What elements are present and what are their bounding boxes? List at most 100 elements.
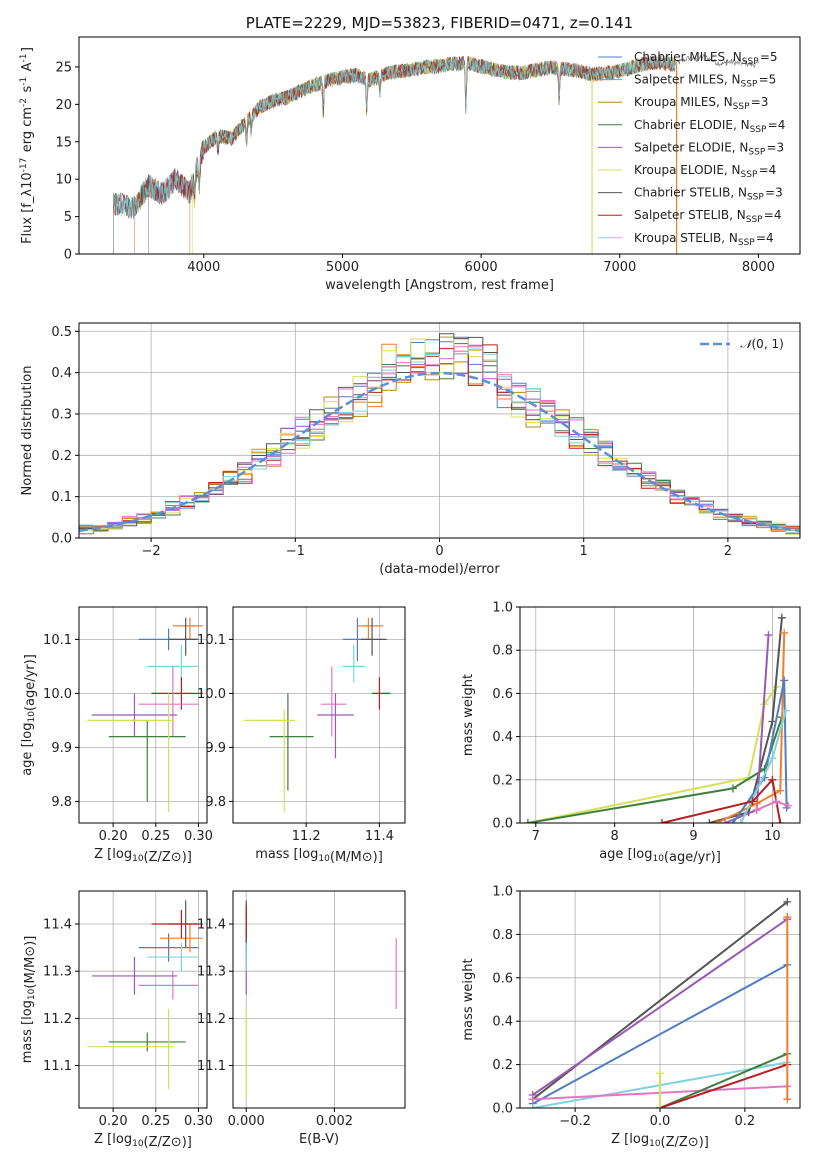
histogram-series xyxy=(79,338,800,535)
plot-area xyxy=(79,333,800,535)
chart-title: PLATE=2229, MJD=53823, FIBERID=0471, z=0… xyxy=(246,14,633,32)
x-axis-label: age [log10(age/yr)] xyxy=(599,847,721,865)
observed-spectrum xyxy=(674,53,759,69)
weight-marker xyxy=(656,1104,664,1108)
x-tick-label: 11.4 xyxy=(365,829,394,844)
weight-line xyxy=(527,686,778,823)
weight-marker xyxy=(781,706,790,715)
plot-area xyxy=(113,53,759,254)
weight-marker xyxy=(783,913,792,922)
legend-entry: Kroupa STELIB, NSSP =4 xyxy=(634,231,774,248)
spectrum-series xyxy=(192,55,676,254)
spectrum-series xyxy=(113,55,676,254)
weight-marker xyxy=(764,631,773,640)
x-tick-label: 0.30 xyxy=(184,1114,213,1129)
weight-line xyxy=(716,632,786,823)
weight-line xyxy=(527,716,783,823)
x-tick-label: 0.000 xyxy=(228,1114,265,1129)
legend-entry: Kroupa MILES, NSSP =3 xyxy=(634,95,768,112)
weight-vs-z-panel: −0.2 0.0 0.2 0.0 0.2 0.4 0.6 0.8 1.0 Z [log10(Z/Z… xyxy=(461,885,801,1150)
weight-line xyxy=(709,617,783,823)
y-tick-label: 9.8 xyxy=(51,795,72,810)
spectrum-series xyxy=(113,55,676,254)
weight-marker xyxy=(721,819,730,823)
weight-marker xyxy=(752,806,761,815)
x-tick-label: −1 xyxy=(286,544,305,559)
x-tick-label: 0 xyxy=(435,544,443,559)
weight-marker xyxy=(705,819,714,823)
y-tick-label: 9.8 xyxy=(205,795,226,810)
legend-entry: Chabrier MILES, NSSP =5 xyxy=(634,50,778,67)
x-tick-label: 0.20 xyxy=(99,829,128,844)
y-axis-label: age [log10(age/yr)] xyxy=(20,654,38,776)
x-tick-label: 8000 xyxy=(742,260,775,275)
y-axis-label: mass weight xyxy=(461,674,476,756)
y-tick-label: 1.0 xyxy=(492,885,513,900)
y-tick-label: 0.3 xyxy=(51,407,72,422)
weight-marker xyxy=(777,613,786,622)
legend-entry: Salpeter MILES, NSSP =5 xyxy=(634,73,776,90)
weight-marker xyxy=(523,819,532,823)
x-tick-label: 0.25 xyxy=(141,829,170,844)
y-tick-label: 1.0 xyxy=(492,601,513,616)
y-tick-label: 0.2 xyxy=(492,773,513,788)
y-tick-label: 11.3 xyxy=(197,965,226,980)
spectrum-series xyxy=(113,54,676,254)
weight-marker xyxy=(783,897,792,906)
legend: 𝒩(0, 1) xyxy=(700,337,784,351)
y-tick-label: 11.2 xyxy=(43,1012,72,1027)
residual-panel: −2 −1 0 1 2 0.0 0.1 0.2 0.3 0.4 0.5 (data-model)/er… xyxy=(20,322,801,577)
x-tick-label: 0.2 xyxy=(735,1114,756,1129)
x-axis-label: Z [log10(Z/Z⊙)] xyxy=(611,1132,709,1150)
y-tick-label: 0.4 xyxy=(51,366,72,381)
y-tick-label: 0.0 xyxy=(51,532,72,547)
x-tick-label: 10 xyxy=(764,829,781,844)
weight-vs-age-panel: 7 8 9 10 0.0 0.2 0.4 0.6 0.8 1.0 age [log10(age/yr… xyxy=(461,601,801,865)
x-tick-label: 0.20 xyxy=(99,1114,128,1129)
y-tick-label: 11.4 xyxy=(197,918,226,933)
y-tick-label: 9.9 xyxy=(205,741,226,756)
axes-frame xyxy=(519,606,801,824)
legend-entry: Chabrier STELIB, NSSP =3 xyxy=(634,186,783,203)
y-tick-label: 25 xyxy=(55,60,72,75)
axes-frame xyxy=(78,606,208,824)
axes-frame xyxy=(78,36,801,255)
legend-entry: Salpeter STELIB, NSSP =4 xyxy=(634,208,782,225)
weight-marker xyxy=(783,1095,792,1104)
weight-line xyxy=(659,1052,788,1108)
y-tick-label: 0.4 xyxy=(492,1015,513,1030)
x-tick-label: −2 xyxy=(142,544,161,559)
x-tick-label: 0.0 xyxy=(650,1114,671,1129)
plot-area xyxy=(245,900,397,1099)
legend-entry: Kroupa ELODIE, NSSP =4 xyxy=(634,163,776,180)
weight-marker xyxy=(736,819,745,823)
weight-marker xyxy=(528,1095,537,1104)
histogram-series xyxy=(79,345,800,534)
plot-area xyxy=(243,617,391,813)
legend-entry: Chabrier ELODIE, NSSP =4 xyxy=(634,118,785,135)
y-axis-label: Flux [f_λ10-17 erg cm-2 s-1 A-1 ] xyxy=(19,47,35,244)
y-axis-label: Normed distribution xyxy=(20,366,35,496)
y-tick-label: 11.3 xyxy=(43,965,72,980)
weight-marker xyxy=(748,797,757,806)
weight-line xyxy=(724,635,770,823)
histogram-series xyxy=(79,344,800,535)
y-axis-label: mass weight xyxy=(461,958,476,1040)
weight-marker xyxy=(772,797,781,806)
y-tick-label: 0.0 xyxy=(492,1102,513,1117)
y-tick-label: 10.0 xyxy=(43,687,72,702)
spectrum-series xyxy=(148,55,676,254)
y-tick-label: 10.0 xyxy=(197,687,226,702)
weight-marker xyxy=(776,819,785,823)
x-tick-label: 0.25 xyxy=(141,1114,170,1129)
weight-marker xyxy=(728,784,737,793)
weight-marker xyxy=(776,786,785,795)
y-axis-label: mass [log10(M/M⊙)] xyxy=(20,936,38,1064)
y-tick-label: 0.6 xyxy=(492,971,513,986)
y-tick-label: 0.8 xyxy=(492,928,513,943)
x-tick-label: 8 xyxy=(611,829,619,844)
x-tick-label: 1 xyxy=(580,544,588,559)
legend-entry: Salpeter ELODIE, NSSP =3 xyxy=(634,140,784,157)
y-tick-label: 0.4 xyxy=(492,730,513,745)
